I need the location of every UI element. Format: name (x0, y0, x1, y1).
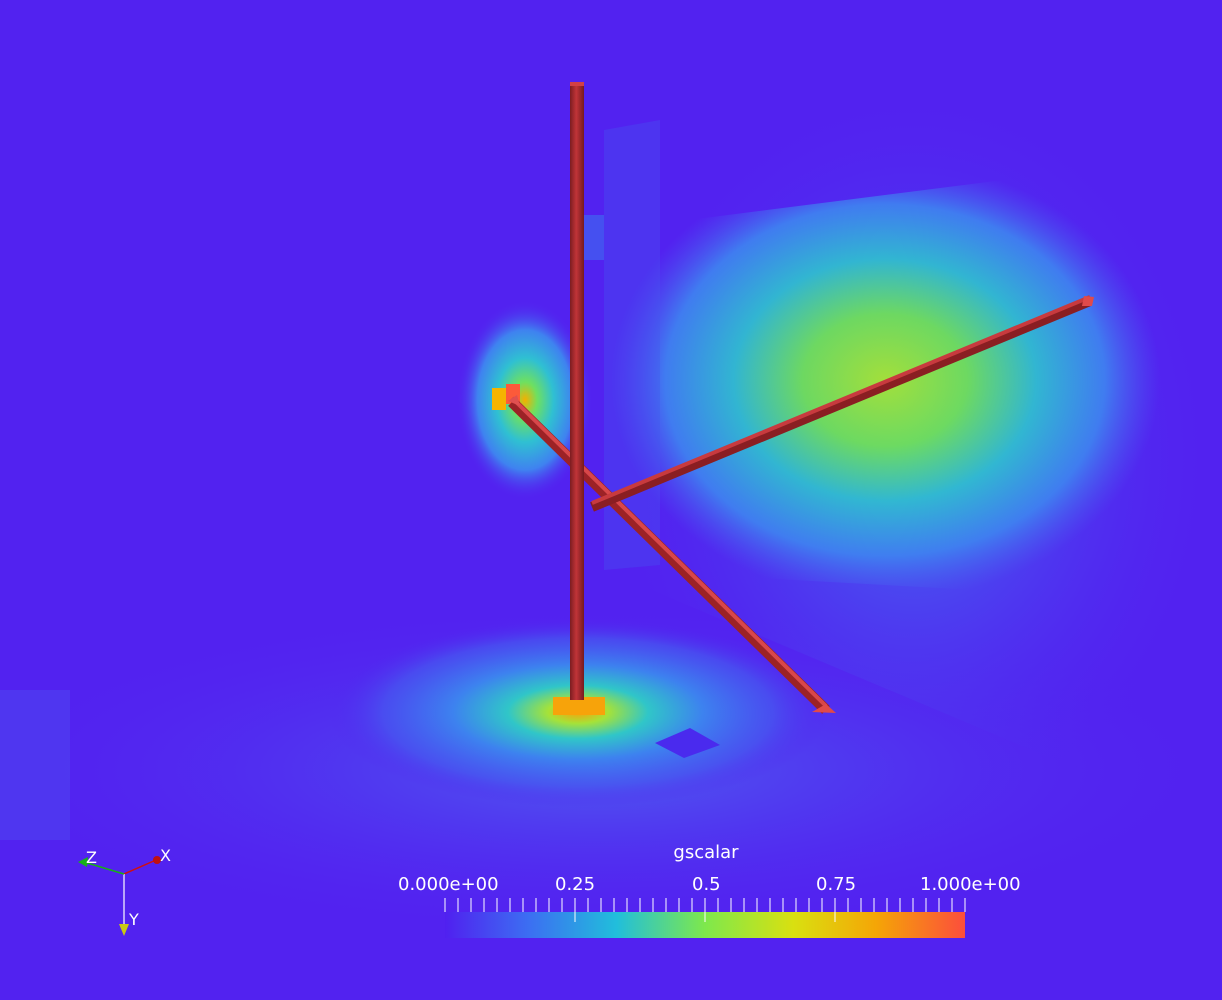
colorbar-tick-label: 0.25 (555, 874, 596, 895)
colorbar-tick-label: 0.75 (816, 874, 857, 895)
left-hotspot-yellow (492, 388, 506, 410)
x-axis-tip (153, 856, 161, 864)
colorbar-ticks (444, 898, 966, 922)
y-axis-label: Y (129, 910, 139, 929)
x-axis-label: X (160, 846, 171, 865)
rod-vertical (570, 82, 584, 700)
x-axis-line (123, 859, 157, 875)
colorbar-title: gscalar (673, 842, 739, 863)
colorbar-max-label: 1.000e+00 (920, 874, 1021, 895)
rod-diagonal-back (590, 295, 1094, 512)
orientation-axes[interactable] (78, 856, 161, 936)
floor-hole (655, 728, 720, 758)
y-axis-tip (119, 924, 129, 936)
back-wall-slice (604, 80, 1222, 830)
z-axis-tip (78, 857, 88, 867)
z-axis-line (83, 861, 125, 875)
colorbar-min-label: 0.000e+00 (398, 874, 499, 895)
colorbar (444, 898, 966, 938)
floor-hotspot (553, 697, 605, 715)
rod-diagonal-front (508, 395, 836, 714)
z-axis-label: Z (86, 848, 97, 867)
colorbar-tick-label: 0.5 (692, 874, 721, 895)
